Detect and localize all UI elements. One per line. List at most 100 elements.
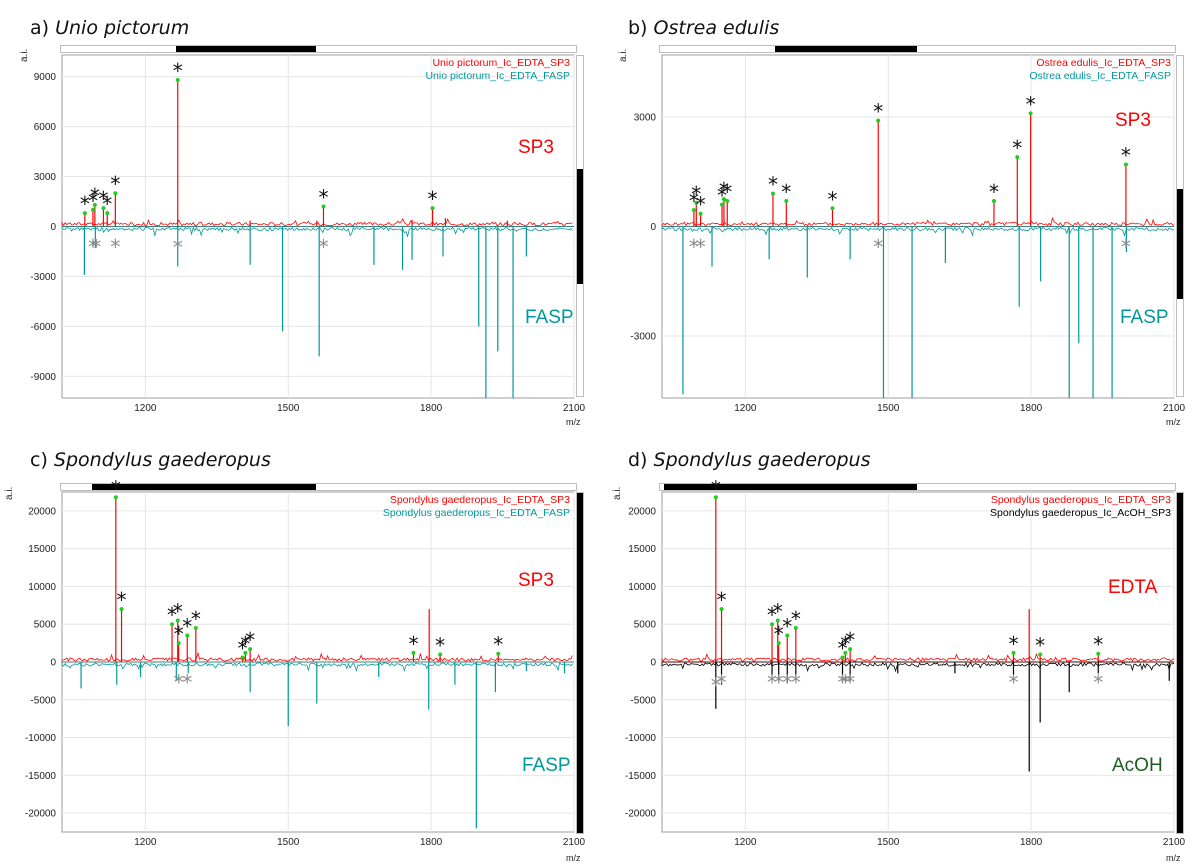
panel-b-asterisk: * — [717, 184, 727, 208]
panel-d-asterisk: * — [717, 588, 727, 612]
panel-a-vscroll-thumb[interactable] — [577, 169, 583, 284]
panel-a-peak-marker — [90, 207, 95, 212]
panel-a-asterisk: * — [88, 189, 98, 213]
panel-d-peak-marker — [840, 655, 845, 660]
panel-d-legend: Spondylus gaederopus_Ic_EDTA_SP3 Spondyl… — [990, 494, 1171, 520]
panel-a-horizontal-scrollbar[interactable] — [60, 45, 577, 53]
panel-b-asterisk: * — [696, 193, 706, 217]
panel-a-legend-fasp: Unio pictorum_Ic_EDTA_FASP — [425, 70, 570, 82]
panel-a-ytick-label: 3000 — [34, 172, 57, 183]
panel-a-asterisk-gray: * — [318, 235, 328, 259]
panel-d-series-0-noise — [661, 652, 1175, 662]
panel-d-vscroll-thumb[interactable] — [1177, 493, 1183, 833]
panel-d-peak-marker — [793, 626, 798, 630]
panel-c-letter: c) — [30, 449, 48, 471]
panel-c-peak-marker — [243, 650, 248, 655]
panel-c-asterisk: * — [111, 476, 121, 500]
panel-c-series-1 — [61, 661, 574, 829]
panel-c-ytick-label: 0 — [50, 658, 56, 669]
panel-c-xtick-label: 2100 — [563, 837, 586, 848]
panel-c-vscroll-thumb[interactable] — [577, 493, 583, 833]
panel-c-peak-marker — [248, 647, 253, 652]
panel-c-xlabel: m/z — [566, 853, 581, 863]
panel-a-legend-sp3: Unio pictorum_Ic_EDTA_SP3 — [432, 57, 570, 69]
panel-c-horizontal-scrollbar[interactable] — [60, 483, 577, 491]
panel-d-xtick-label: 1800 — [1020, 837, 1043, 848]
panel-a-species: Unio pictorum — [55, 17, 190, 39]
panel-c-peak-marker — [185, 633, 190, 638]
panel-c-ytick-label: -15000 — [25, 771, 57, 782]
panel-a-peak-marker — [101, 206, 106, 211]
panel-b-series-0-noise — [661, 216, 1175, 227]
panel-c-ytick-label: -20000 — [25, 809, 57, 820]
panel-c-asterisk: * — [493, 633, 503, 657]
panel-d-species: Spondylus gaederopus — [653, 449, 871, 471]
panel-d-peak-marker — [1038, 652, 1043, 657]
panel-a-ytick-label: 0 — [50, 222, 56, 233]
panel-c-asterisk: * — [117, 588, 127, 612]
panel-b-asterisk: * — [691, 182, 701, 206]
panel-a-asterisk-gray: * — [91, 235, 101, 259]
panel-b-asterisk: * — [1012, 136, 1022, 160]
panel-b-vertical-scrollbar[interactable] — [1176, 55, 1184, 397]
panel-d-ytick-label: 5000 — [634, 620, 657, 631]
panel-b-horizontal-scrollbar[interactable] — [659, 45, 1176, 53]
panel-d-asterisk-gray: * — [1008, 671, 1018, 695]
panel-d-asterisk: * — [840, 632, 850, 656]
panel-c-top-label: SP3 — [518, 570, 554, 591]
panel-d-asterisk-gray: * — [711, 673, 721, 697]
panel-b-species: Ostrea edulis — [653, 17, 780, 39]
panel-b-peak-marker — [876, 118, 881, 123]
panel-c-ytick-label: 10000 — [28, 582, 56, 593]
panel-c-asterisk: * — [174, 622, 184, 646]
panel-b-vscroll-thumb[interactable] — [1177, 189, 1183, 299]
panel-d-asterisk-gray: * — [782, 671, 792, 695]
panel-a-xtick-label: 1500 — [277, 403, 300, 414]
panel-c-legend-fasp: Spondylus gaederopus_Ic_EDTA_FASP — [382, 507, 570, 519]
panel-c-peak-marker — [193, 626, 198, 630]
panel-b-series-1-noise — [661, 226, 1175, 237]
panel-b-scroll-thumb[interactable] — [775, 46, 917, 52]
panel-a-ytick-label: -9000 — [30, 372, 56, 383]
panel-b-ytick-label: 3000 — [634, 113, 657, 124]
panel-c-ytick-label: 5000 — [34, 620, 57, 631]
panel-d-asterisk-gray: * — [791, 671, 801, 695]
panel-a-series-1 — [61, 226, 574, 398]
panel-c-ytick-label: 15000 — [28, 544, 56, 555]
panel-d-asterisk-gray: * — [840, 671, 850, 695]
panel-b-xtick-label: 2100 — [1163, 403, 1186, 414]
panel-b-asterisk: * — [689, 189, 699, 213]
panel-d-peak-marker — [770, 622, 775, 627]
panel-a-asterisk: * — [173, 59, 183, 83]
panel-b-legend-fasp: Ostrea edulis_Ic_EDTA_FASP — [1029, 70, 1171, 82]
panel-d-scroll-thumb[interactable] — [664, 484, 917, 490]
panel-d-peak-marker — [848, 647, 853, 652]
panel-b-asterisk: * — [722, 180, 732, 204]
panel-a-asterisk-gray: * — [173, 235, 183, 259]
panel-c-asterisk-gray: * — [182, 671, 192, 695]
panel-a-top-label: SP3 — [518, 137, 554, 158]
panel-b-xtick-label: 1200 — [734, 403, 757, 414]
panel-b-letter: b) — [628, 17, 648, 39]
panel-a-asterisk: * — [98, 187, 108, 211]
panel-d-ytick-label: 20000 — [628, 506, 656, 517]
panel-c-scroll-thumb[interactable] — [92, 484, 316, 490]
panel-d-peak-marker — [775, 618, 780, 623]
panel-b-ytick-label: 0 — [650, 222, 656, 233]
panel-d-vertical-scrollbar[interactable] — [1176, 492, 1184, 834]
panel-b-asterisk: * — [1121, 143, 1131, 167]
panel-d-xtick-label: 1500 — [877, 837, 900, 848]
panel-d-ytick-label: -10000 — [625, 733, 657, 744]
panel-d-asterisk: * — [782, 615, 792, 639]
panel-d-xtick-label: 1200 — [734, 837, 757, 848]
panel-d-series-1 — [661, 661, 1175, 772]
panel-a-scroll-thumb[interactable] — [176, 46, 316, 52]
panel-d-horizontal-scrollbar[interactable] — [659, 483, 1176, 491]
panel-a-vertical-scrollbar[interactable] — [576, 55, 584, 397]
panel-d-asterisk: * — [767, 603, 777, 627]
panel-d-ytick-label: -5000 — [630, 695, 656, 706]
panel-d-asterisk: * — [711, 476, 721, 500]
panel-c-vertical-scrollbar[interactable] — [576, 492, 584, 834]
panel-c-species: Spondylus gaederopus — [53, 449, 271, 471]
panel-c-peak-marker — [176, 641, 181, 646]
